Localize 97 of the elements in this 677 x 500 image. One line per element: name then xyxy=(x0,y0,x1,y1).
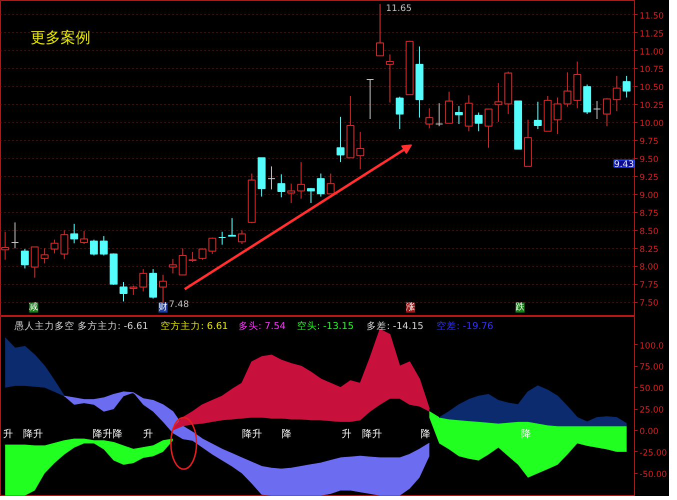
candlestick xyxy=(474,112,483,132)
y-tick-label: 8.00 xyxy=(640,262,658,273)
y-tick-label: 10.75 xyxy=(640,65,664,76)
candlestick xyxy=(188,251,197,262)
candlestick xyxy=(593,100,601,120)
candlestick xyxy=(563,72,572,108)
candlestick xyxy=(30,246,39,278)
annotation: 涨 xyxy=(406,302,416,312)
candlestick xyxy=(90,239,98,256)
y-tick-label: 11.50 xyxy=(640,11,664,22)
candlestick xyxy=(297,162,306,200)
y-tick-label: 11.00 xyxy=(640,47,664,58)
y-tick-label: 11.25 xyxy=(640,29,664,40)
candlestick xyxy=(326,173,335,194)
candlestick xyxy=(100,236,108,256)
y-tick-label: -50.00 xyxy=(640,470,667,480)
candlestick xyxy=(40,248,49,264)
annotation: 升 xyxy=(3,428,14,440)
candlestick xyxy=(120,282,128,302)
annotation: 空差: -19.76 xyxy=(436,320,494,332)
candlestick xyxy=(336,116,344,163)
candlestick xyxy=(20,248,29,269)
text: 愚人主力多空 xyxy=(14,320,74,332)
candlestick xyxy=(622,75,631,98)
candlestick xyxy=(139,268,148,292)
y-tick-label: 9.75 xyxy=(640,137,658,148)
annotation: 降升 xyxy=(362,428,382,440)
y-tick-label: 9.50 xyxy=(640,155,658,165)
candlestick xyxy=(386,54,394,103)
y-tick-label: -25.00 xyxy=(640,448,667,458)
annotation: 升 xyxy=(143,428,154,440)
y-tick-label: 100.0 xyxy=(640,341,664,352)
candlestick xyxy=(464,94,473,132)
annotation: 降 xyxy=(281,428,292,440)
annotation: 降升 xyxy=(22,428,43,440)
annotation: 降升 xyxy=(242,428,262,440)
candlestick xyxy=(356,131,364,170)
annotation: 财 xyxy=(158,302,168,312)
candlestick xyxy=(70,223,78,244)
candlestick xyxy=(228,218,236,237)
candlestick xyxy=(50,239,58,254)
candlestick xyxy=(602,98,611,127)
candlestick xyxy=(129,285,138,296)
candlestick xyxy=(445,91,453,124)
candlestick xyxy=(218,231,226,246)
annotation: 11.65 xyxy=(386,4,412,14)
text: 更多案例 xyxy=(30,28,90,46)
y-tick-label: 25.00 xyxy=(640,406,664,416)
y-tick-label: 10.50 xyxy=(640,83,664,94)
candlestick xyxy=(149,268,158,300)
candlestick xyxy=(534,101,542,130)
candlestick xyxy=(60,230,68,260)
annotation: 9.43 xyxy=(614,160,634,170)
y-tick-label: 9.00 xyxy=(640,190,658,201)
candlestick xyxy=(80,230,88,244)
annotation: 跌 xyxy=(516,302,525,312)
candlestick xyxy=(238,230,246,244)
candlestick xyxy=(277,174,286,198)
annotation: 空头: -13.15 xyxy=(296,320,354,332)
candlestick xyxy=(287,183,296,204)
candlestick xyxy=(494,82,502,122)
candlestick xyxy=(435,102,444,127)
candlestick xyxy=(208,237,216,255)
candlestick xyxy=(268,166,276,190)
candlestick xyxy=(316,173,325,198)
y-tick-label: 7.75 xyxy=(640,280,658,291)
annotation: 升 xyxy=(341,428,352,440)
annotation: 降 xyxy=(520,428,531,440)
annotation: 多头: 7.54 xyxy=(238,320,286,332)
candlestick xyxy=(1,231,10,260)
annotation: 7.48 xyxy=(168,300,190,310)
annotation: 多差: -14.15 xyxy=(366,320,424,332)
candlestick xyxy=(11,222,19,249)
y-tick-label: 7.50 xyxy=(640,298,658,309)
y-tick-label: 9.25 xyxy=(640,172,658,183)
candlestick xyxy=(484,108,492,148)
y-tick-label: 8.50 xyxy=(640,226,658,237)
y-tick-label: 75.00 xyxy=(640,362,664,373)
candlestick xyxy=(306,187,315,204)
y-tick-label: 8.75 xyxy=(640,208,658,219)
candlestick xyxy=(396,96,404,130)
candlestick xyxy=(425,108,434,129)
annotation: 降升降 xyxy=(92,428,123,440)
annotation: 空方主力: 6.61 xyxy=(160,320,228,332)
y-tick-label: 10.25 xyxy=(640,101,664,112)
candlestick xyxy=(366,79,374,120)
annotation: 减 xyxy=(29,302,38,312)
annotation: 降 xyxy=(420,428,430,440)
candlestick xyxy=(454,106,463,125)
y-tick-label: 50.00 xyxy=(640,384,664,394)
candlestick xyxy=(554,96,562,135)
y-tick-label: 10.00 xyxy=(640,119,664,130)
y-tick-label: 8.25 xyxy=(640,244,658,255)
annotation: 多方主力: -6.61 xyxy=(78,320,148,332)
candlestick xyxy=(376,4,384,56)
y-tick-label: 0.00 xyxy=(640,427,658,437)
candlestick xyxy=(612,75,621,112)
